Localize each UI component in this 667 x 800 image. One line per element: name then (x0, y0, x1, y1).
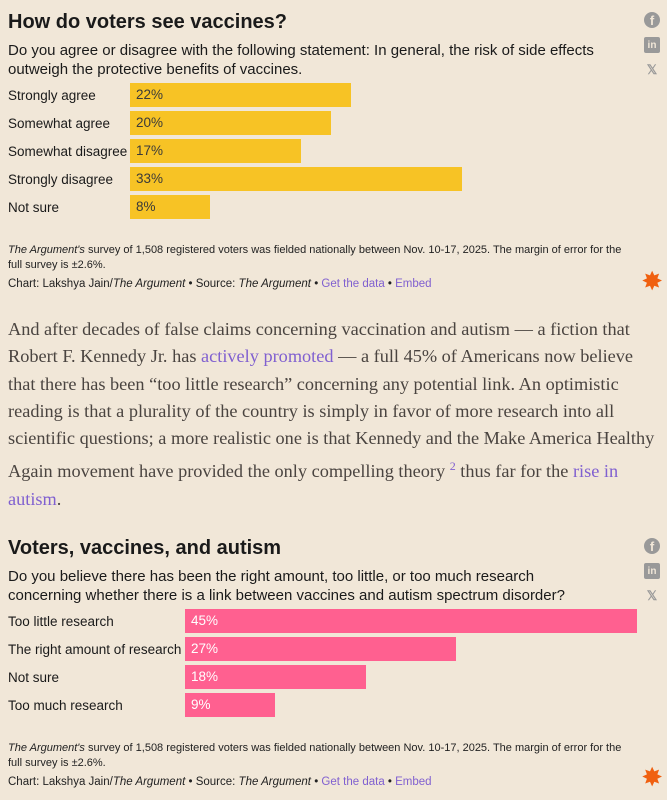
credit-pub: The Argument (112, 776, 186, 788)
bar: 8% (130, 195, 211, 219)
note-text: survey of 1,508 registered voters was fi… (8, 244, 622, 271)
bar-label: Too little research (8, 613, 114, 629)
credit-source: The Argument (238, 776, 311, 788)
bar-label: Strongly disagree (8, 171, 114, 187)
credit-pub: The Argument (112, 278, 186, 290)
chart-subtitle: Do you agree or disagree with the follow… (8, 42, 594, 78)
chart-subtitle: Do you believe there has been the right … (8, 568, 565, 604)
x-icon[interactable]: 𝕏 (646, 588, 658, 603)
bar-row: The right amount of research 27% (8, 635, 667, 663)
sep: • (311, 278, 322, 290)
bar-label: Strongly agree (8, 87, 96, 103)
sep: • (311, 776, 322, 788)
bar: 27% (185, 637, 457, 661)
embed-link[interactable]: Embed (395, 278, 432, 290)
actively-promoted-link[interactable]: actively promoted (201, 346, 334, 367)
rise-in-autism-link[interactable]: rise in autism (8, 461, 619, 509)
bar: 45% (185, 609, 638, 633)
credit-source: The Argument (238, 278, 311, 290)
chart-note: The Argument's survey of 1,508 registere… (8, 741, 628, 771)
chart-credit: Chart: Lakshya Jain/The Argument • Sourc… (8, 776, 667, 788)
get-data-link[interactable]: Get the data (321, 278, 385, 290)
bar-rows: Strongly agree 22% Somewhat agree 20% Somewh… (8, 81, 667, 221)
bar-row: Strongly disagree 33% (8, 165, 667, 193)
bar-row: Not sure 18% (8, 663, 667, 691)
chart-credit: Chart: Lakshya Jain/The Argument • Sourc… (8, 278, 667, 290)
bar-label: Too much research (8, 697, 123, 713)
chart-title: Voters, vaccines, and autism (8, 537, 282, 559)
chart-note: The Argument's survey of 1,508 registere… (8, 243, 628, 273)
text: . (56, 488, 62, 509)
bar: 22% (130, 83, 352, 107)
credit-author: Chart: Lakshya Jain/ (8, 776, 113, 788)
chart-title: How do voters see vaccines? (8, 11, 288, 33)
share-buttons: f in 𝕏 (643, 538, 661, 604)
text: And after decades of false claims concer… (8, 319, 630, 367)
bar: 33% (130, 167, 462, 191)
note-source: The Argument's (8, 244, 85, 256)
text: — a full 45% of Americans now believe th… (8, 346, 655, 482)
bar-label: Not sure (8, 669, 60, 685)
footnote-link[interactable]: 2 (449, 459, 456, 474)
get-data-link[interactable]: Get the data (321, 776, 385, 788)
bar-rows: Too little research 45% The right amount o… (8, 607, 667, 719)
sep: • (384, 776, 396, 788)
bar-row: Somewhat disagree 17% (8, 137, 667, 165)
sep: • (384, 278, 396, 290)
embed-link[interactable]: Embed (395, 776, 432, 788)
bar-label: Somewhat agree (8, 115, 111, 131)
chart-vaccines: How do voters see vaccines? Do you agree… (8, 10, 667, 290)
facebook-icon[interactable]: f (644, 12, 660, 28)
bar: 20% (130, 111, 331, 135)
share-buttons: f in 𝕏 (643, 12, 661, 78)
credit-source-label: • Source: (185, 278, 239, 290)
bar-label: Somewhat disagree (8, 143, 128, 159)
bar-row: Too much research 9% (8, 691, 667, 719)
text: thus far for the (455, 461, 573, 482)
star-burst-icon: ✸ (641, 266, 663, 296)
bar-label: Not sure (8, 199, 60, 215)
facebook-icon[interactable]: f (644, 538, 660, 554)
chart-autism: Voters, vaccines, and autism Do you beli… (8, 536, 667, 788)
bar-row: Strongly agree 22% (8, 81, 667, 109)
credit-author: Chart: Lakshya Jain/ (8, 278, 113, 290)
bar: 9% (185, 693, 276, 717)
bar-label: The right amount of research (8, 641, 182, 657)
linkedin-icon[interactable]: in (644, 37, 660, 53)
bar-row: Not sure 8% (8, 193, 667, 221)
note-source: The Argument's (8, 742, 85, 754)
star-burst-icon: ✸ (641, 762, 663, 792)
bar-row: Somewhat agree 20% (8, 109, 667, 137)
note-text: survey of 1,508 registered voters was fi… (8, 742, 622, 769)
credit-source-label: • Source: (185, 776, 239, 788)
article-paragraph: And after decades of false claims concer… (8, 316, 658, 513)
bar: 18% (185, 665, 366, 689)
linkedin-icon[interactable]: in (644, 563, 660, 579)
bar: 17% (130, 139, 301, 163)
x-icon[interactable]: 𝕏 (646, 62, 658, 77)
bar-row: Too little research 45% (8, 607, 667, 635)
